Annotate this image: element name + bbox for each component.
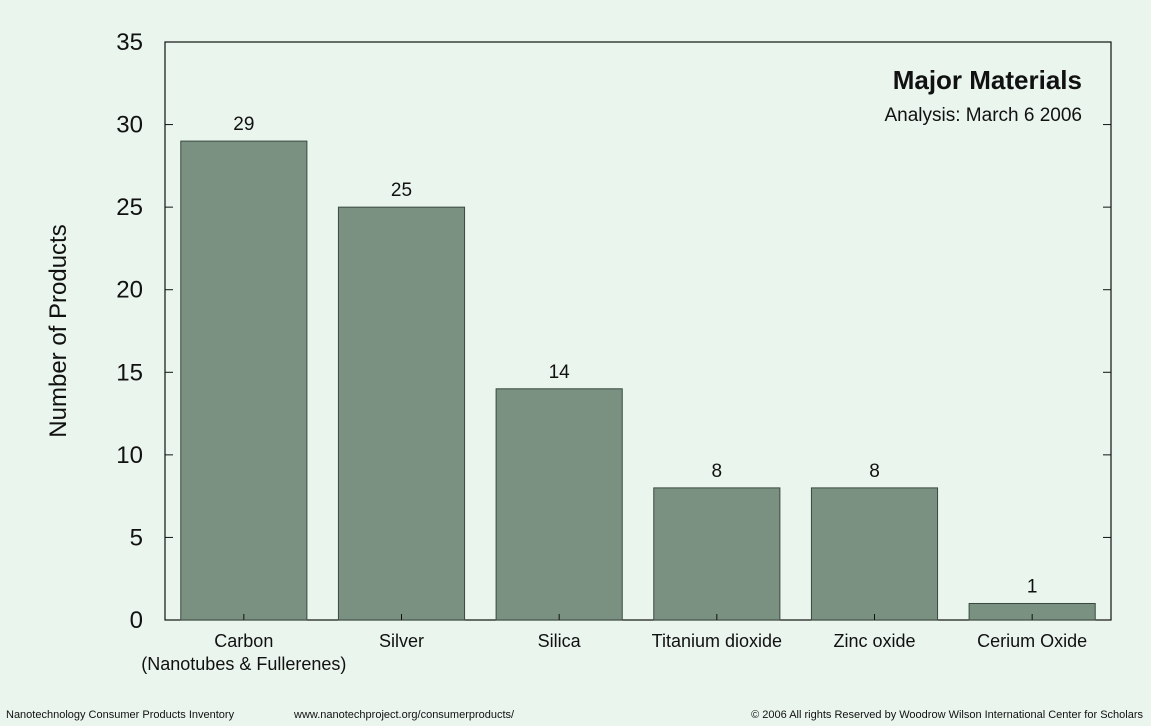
bar-value-label: 8 bbox=[712, 461, 723, 482]
chart-subtitle: Analysis: March 6 2006 bbox=[885, 105, 1083, 126]
bar bbox=[337, 206, 466, 621]
x-tick-label: (Nanotubes & Fullerenes) bbox=[141, 654, 346, 674]
y-tick-label: 20 bbox=[116, 277, 143, 304]
bar bbox=[810, 487, 939, 621]
y-axis-label: Number of Products bbox=[45, 224, 72, 437]
chart: 0 5 10 15 20 25 30 35 29 25 14 8 8 1 Carbon (Nanotube… bbox=[45, 29, 1112, 674]
y-tick-label: 0 bbox=[130, 607, 143, 634]
y-tick-label: 10 bbox=[116, 442, 143, 469]
x-tick-label: Carbon bbox=[214, 631, 273, 651]
plot-area bbox=[164, 41, 1112, 621]
y-tick-label: 5 bbox=[130, 524, 143, 551]
x-tick-label: Titanium dioxide bbox=[652, 631, 782, 651]
y-axis: 0 5 10 15 20 25 30 35 bbox=[116, 29, 1111, 634]
bar-value-label: 8 bbox=[869, 461, 880, 482]
bar bbox=[495, 388, 623, 621]
x-tick-label: Cerium Oxide bbox=[977, 631, 1087, 651]
footer-url[interactable]: www.nanotechproject.org/consumerproducts… bbox=[294, 709, 515, 721]
y-tick-label: 30 bbox=[116, 112, 143, 139]
y-tick-label: 25 bbox=[116, 194, 143, 221]
bar-value-label: 1 bbox=[1027, 576, 1038, 597]
bar-value-label: 14 bbox=[549, 362, 571, 383]
y-tick-label: 35 bbox=[116, 29, 143, 56]
chart-title: Major Materials bbox=[893, 65, 1082, 95]
footer-copyright: © 2006 All rights Reserved by Woodrow Wi… bbox=[751, 709, 1143, 721]
x-tick-label: Silver bbox=[379, 631, 424, 651]
footer-inventory: Nanotechnology Consumer Products Invento… bbox=[6, 709, 235, 721]
x-tick-label: Silica bbox=[538, 631, 582, 651]
bar-value-label: 29 bbox=[233, 114, 254, 135]
bar bbox=[180, 140, 308, 621]
x-axis: Carbon (Nanotubes & Fullerenes) Silver Sili… bbox=[141, 614, 1087, 674]
x-tick-label: Zinc oxide bbox=[833, 631, 915, 651]
bar-value-label: 25 bbox=[391, 180, 412, 201]
y-tick-label: 15 bbox=[116, 359, 143, 386]
bar bbox=[653, 487, 781, 621]
bars: 29 25 14 8 8 1 bbox=[180, 114, 1096, 621]
